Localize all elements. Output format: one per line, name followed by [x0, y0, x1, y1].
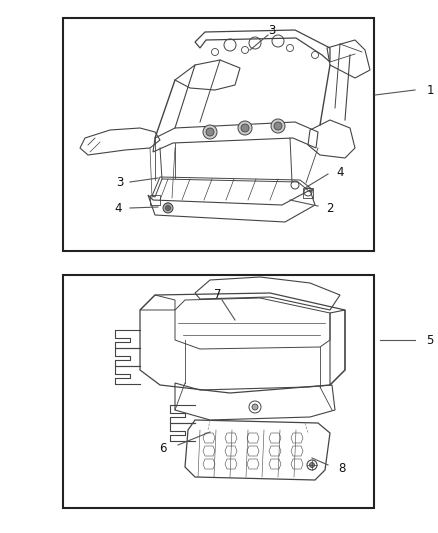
Circle shape — [310, 463, 314, 467]
Circle shape — [252, 404, 258, 410]
Bar — [63, 275, 374, 508]
Text: 4: 4 — [336, 166, 344, 179]
Text: 3: 3 — [268, 23, 276, 36]
Circle shape — [166, 206, 170, 211]
Circle shape — [241, 124, 249, 132]
Text: 7: 7 — [214, 288, 222, 302]
Bar — [63, 18, 374, 251]
Text: 5: 5 — [426, 334, 434, 346]
Text: 8: 8 — [338, 462, 346, 474]
Text: 2: 2 — [326, 201, 334, 214]
Circle shape — [238, 121, 252, 135]
Circle shape — [203, 125, 217, 139]
Text: 1: 1 — [426, 84, 434, 96]
Text: 3: 3 — [117, 175, 124, 189]
Text: 6: 6 — [159, 441, 167, 455]
Circle shape — [163, 203, 173, 213]
Circle shape — [271, 119, 285, 133]
Circle shape — [274, 122, 282, 130]
Text: 4: 4 — [114, 201, 122, 214]
Circle shape — [206, 128, 214, 136]
